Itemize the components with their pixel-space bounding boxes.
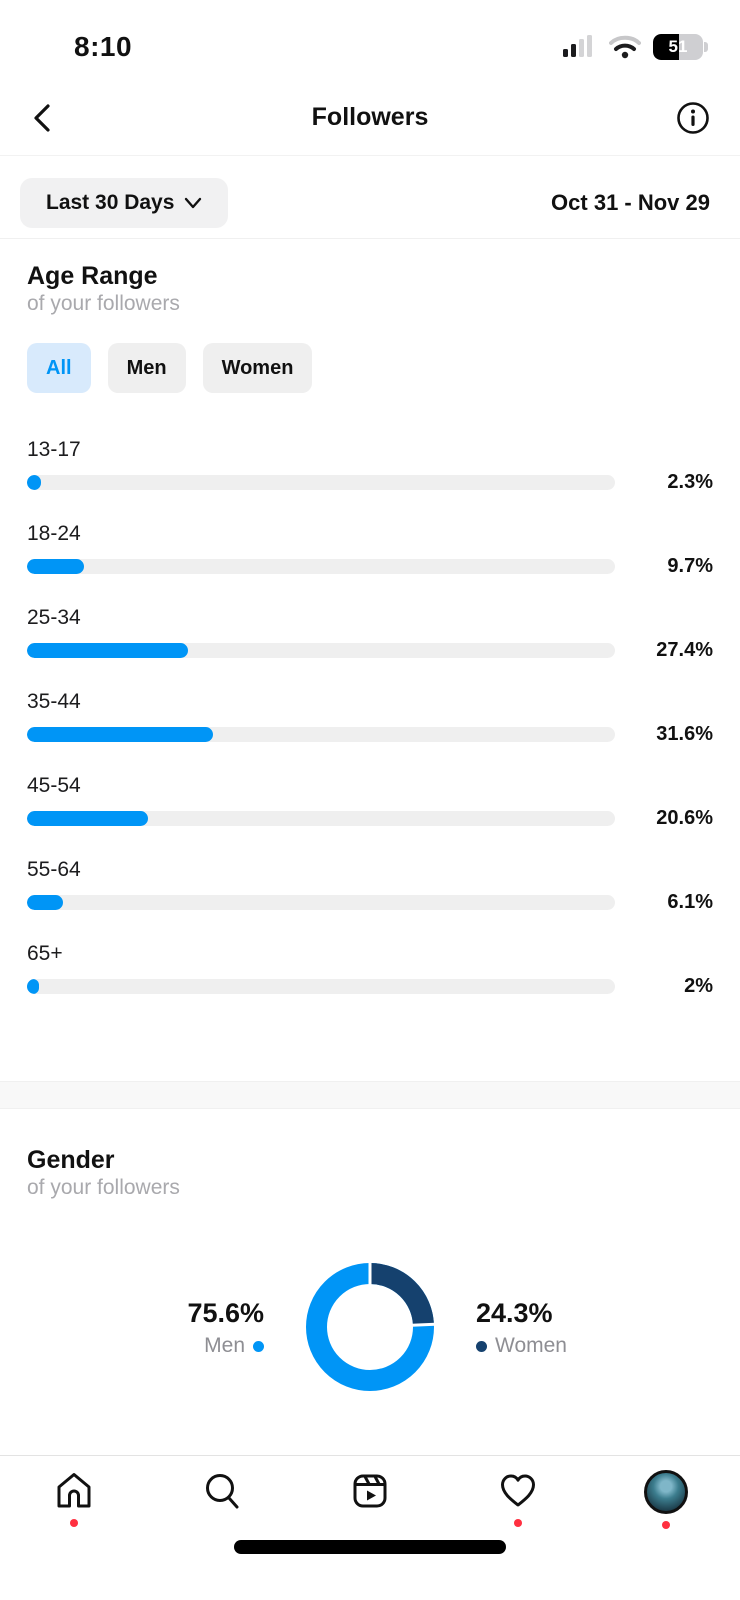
bar-track: [27, 643, 615, 658]
bar-track: [27, 895, 615, 910]
header: Followers: [0, 80, 740, 156]
profile-avatar: [644, 1470, 688, 1514]
date-range-label: Last 30 Days: [46, 191, 175, 214]
age-range-subtitle: of your followers: [27, 292, 180, 315]
women-stat: 24.3% Women: [476, 1296, 621, 1358]
notification-dot: [514, 1519, 522, 1527]
chevron-left-icon: [30, 102, 54, 134]
battery-percent: 51: [668, 37, 688, 56]
bar-value-label: 2.3%: [667, 471, 713, 493]
age-bar-row: 55-64 6.1%: [27, 857, 713, 914]
age-range-label: 65+: [27, 942, 63, 965]
wifi-icon: [609, 35, 641, 59]
bar-fill: [27, 895, 63, 910]
section-divider: [0, 1081, 740, 1109]
age-range-label: 55-64: [27, 858, 81, 881]
nav-profile[interactable]: [638, 1470, 694, 1529]
heart-icon: [497, 1470, 539, 1512]
age-range-label: 25-34: [27, 606, 81, 629]
bar-value-label: 27.4%: [656, 639, 713, 661]
bottom-nav: [0, 1455, 740, 1600]
gender-subtitle: of your followers: [27, 1176, 180, 1199]
bar-value-label: 20.6%: [656, 807, 713, 829]
notification-dot: [662, 1521, 670, 1529]
bar-track: [27, 475, 615, 490]
bar-fill: [27, 559, 85, 574]
donut-chart-svg: [306, 1262, 436, 1391]
gender-section: Gender of your followers 75.6% Men 24.3%…: [0, 1109, 740, 1397]
age-bar-chart: 13-17 2.3% 18-24 9.7% 25-34 27.4% 35-44 31.6% 45…: [27, 437, 713, 998]
gender-title: Gender: [27, 1146, 115, 1174]
chevron-down-icon: [184, 197, 202, 209]
gender-filter-tabs: All Men Women: [27, 343, 713, 393]
nav-home[interactable]: [46, 1470, 102, 1529]
nav-reels[interactable]: [342, 1470, 398, 1529]
bar-value-label: 9.7%: [667, 555, 713, 577]
bar-track: [27, 559, 615, 574]
date-range-dropdown[interactable]: Last 30 Days: [20, 178, 229, 228]
date-range-value: Oct 31 - Nov 29: [551, 190, 710, 215]
women-legend-dot: [476, 1340, 487, 1352]
bar-track: [27, 811, 615, 826]
age-bar-row: 25-34 27.4%: [27, 605, 713, 662]
bar-track: [27, 727, 615, 742]
bar-track: [27, 979, 615, 994]
gender-donut-chart: 75.6% Men 24.3% Women: [27, 1257, 713, 1397]
men-stat: 75.6% Men: [119, 1296, 264, 1358]
age-range-label: 45-54: [27, 774, 81, 797]
cellular-signal-icon: [563, 35, 597, 59]
battery-icon: 51: [653, 34, 708, 60]
nav-activity[interactable]: [490, 1470, 546, 1529]
bar-fill: [27, 811, 149, 826]
bar-fill: [27, 643, 189, 658]
age-bar-row: 13-17 2.3%: [27, 437, 713, 494]
page-title: Followers: [311, 103, 429, 131]
age-range-label: 13-17: [27, 438, 81, 461]
bar-fill: [27, 475, 41, 490]
status-icons: 51: [563, 34, 708, 60]
notification-dot: [70, 1519, 78, 1527]
age-range-section: Age Range of your followers All Men Wome…: [0, 239, 740, 998]
back-button[interactable]: [30, 102, 54, 134]
bar-value-label: 6.1%: [667, 891, 713, 913]
bar-fill: [27, 727, 213, 742]
battery-cap: [704, 42, 708, 52]
battery-fill: [653, 34, 679, 60]
age-bar-row: 65+ 2%: [27, 941, 713, 998]
info-button[interactable]: [676, 101, 710, 135]
home-indicator[interactable]: [234, 1540, 506, 1554]
nav-search[interactable]: [194, 1470, 250, 1529]
age-range-label: 18-24: [27, 522, 81, 545]
tab-women[interactable]: Women: [202, 343, 313, 393]
women-percent: 24.3%: [476, 1298, 553, 1328]
tab-all[interactable]: All: [27, 343, 91, 393]
reels-icon: [349, 1470, 391, 1512]
age-bar-row: 18-24 9.7%: [27, 521, 713, 578]
filter-row: Last 30 Days Oct 31 - Nov 29: [0, 156, 740, 239]
age-bar-row: 45-54 20.6%: [27, 773, 713, 830]
age-range-label: 35-44: [27, 690, 81, 713]
men-legend-dot: [253, 1340, 264, 1352]
men-label: Men: [204, 1334, 245, 1357]
men-percent: 75.6%: [187, 1298, 264, 1328]
status-bar: 8:10 51: [0, 0, 740, 80]
bar-value-label: 31.6%: [656, 723, 713, 745]
age-bar-row: 35-44 31.6%: [27, 689, 713, 746]
tab-men[interactable]: Men: [107, 343, 186, 393]
home-icon: [53, 1470, 95, 1512]
clock: 8:10: [74, 31, 133, 62]
info-circle-icon: [676, 101, 710, 135]
women-label: Women: [495, 1334, 567, 1357]
bar-value-label: 2%: [684, 975, 713, 997]
age-range-title: Age Range: [27, 262, 158, 290]
bar-fill: [27, 979, 39, 994]
search-icon: [201, 1470, 243, 1512]
